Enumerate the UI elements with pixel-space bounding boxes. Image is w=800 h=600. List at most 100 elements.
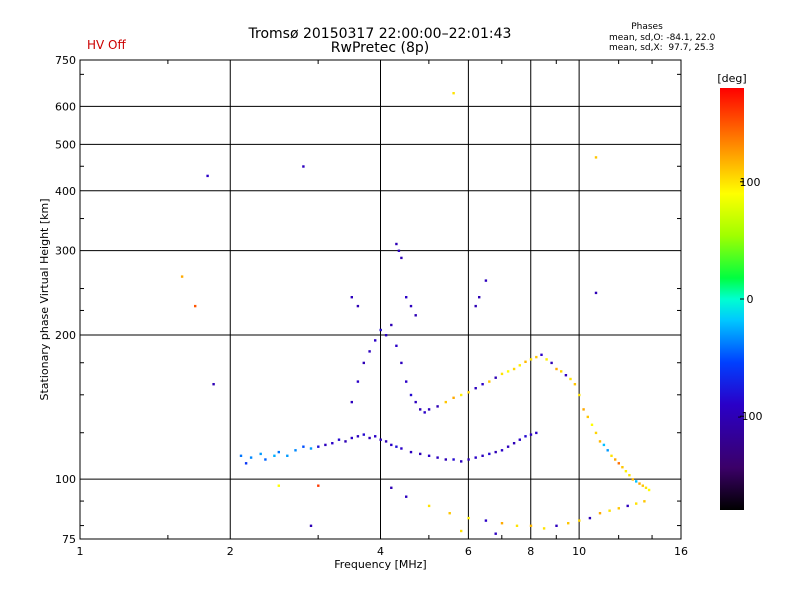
data-point [344, 440, 347, 443]
data-point [395, 445, 398, 448]
data-point [444, 400, 447, 404]
data-point [564, 374, 568, 377]
data-point [414, 400, 417, 404]
data-point [500, 522, 504, 525]
data-point [423, 411, 426, 414]
data-point [488, 380, 491, 383]
plot-title: Tromsø 20150317 22:00:00–22:01:43 [248, 26, 512, 42]
data-point [286, 454, 289, 457]
data-point [419, 452, 422, 456]
data-point [535, 431, 538, 435]
data-point [598, 512, 602, 515]
x-tick-label: 1 [77, 545, 84, 558]
y-tick-label: 75 [62, 533, 76, 546]
colorbar: [deg] 100 0 -100 [717, 72, 762, 510]
data-point [239, 454, 243, 457]
data-point [578, 519, 581, 522]
hv-status-label: HV Off [87, 38, 126, 52]
data-point [484, 279, 488, 282]
data-point [405, 380, 408, 383]
data-points [180, 92, 651, 535]
data-point [436, 405, 439, 408]
data-point [569, 377, 572, 381]
data-point [474, 387, 477, 390]
data-point [512, 367, 516, 371]
data-point [535, 355, 538, 359]
data-point [194, 304, 197, 308]
data-point [264, 458, 267, 461]
data-point [249, 456, 253, 459]
data-point [368, 350, 371, 353]
data-point [555, 524, 558, 527]
plot-frame [79, 59, 682, 540]
data-point [452, 92, 455, 95]
data-point [506, 370, 510, 373]
data-point [436, 456, 439, 459]
data-point [419, 408, 422, 411]
data-point [409, 450, 413, 454]
x-tick-label: 8 [527, 545, 534, 558]
data-point [414, 314, 417, 317]
data-point [460, 529, 463, 533]
data-point [602, 443, 606, 447]
phase-stats-title: Phases [631, 22, 663, 32]
data-point [277, 450, 280, 454]
data-point [621, 466, 624, 469]
data-point [302, 165, 305, 168]
data-point [350, 436, 353, 440]
data-point [405, 495, 408, 498]
data-point [578, 393, 581, 397]
data-point [635, 480, 638, 483]
data-point [500, 372, 504, 376]
data-point [368, 436, 371, 440]
x-tick-label: 10 [572, 545, 586, 558]
data-point [608, 509, 611, 512]
data-point [610, 454, 613, 457]
data-point [390, 323, 393, 327]
data-point [379, 438, 382, 441]
data-point [529, 524, 533, 527]
plot-subtitle: RwPretec (8p) [330, 40, 430, 56]
data-point [444, 458, 447, 461]
y-tick-label: 500 [55, 138, 76, 151]
y-tick-label: 100 [55, 473, 76, 486]
data-point [356, 304, 360, 308]
data-point [374, 435, 377, 438]
data-point [259, 452, 262, 456]
data-point [302, 445, 305, 448]
data-point [617, 462, 620, 465]
y-tick-label: 600 [55, 100, 76, 113]
y-tick-label: 750 [55, 54, 76, 67]
data-point [397, 249, 401, 252]
data-point [590, 423, 594, 426]
data-point [409, 304, 413, 308]
data-point [474, 456, 477, 459]
data-point [560, 370, 563, 373]
data-point [550, 361, 553, 365]
data-point [395, 344, 398, 347]
data-point [529, 433, 533, 436]
data-point [467, 391, 470, 394]
data-point [474, 304, 477, 308]
data-point [460, 393, 463, 397]
data-point [362, 361, 365, 365]
data-point [515, 524, 519, 527]
data-point [594, 291, 598, 295]
data-point [647, 488, 651, 492]
data-point [400, 256, 403, 260]
data-point [644, 486, 648, 489]
data-point [309, 524, 313, 527]
data-point [452, 458, 455, 461]
data-point [518, 364, 521, 367]
data-point [427, 454, 431, 457]
data-point [524, 435, 527, 438]
x-tick-label: 4 [377, 545, 384, 558]
y-axis-label: Stationary phase Virtual Height [km] [38, 198, 51, 400]
colorbar-title: [deg] [717, 72, 746, 85]
data-point [467, 458, 470, 461]
data-point [594, 156, 598, 159]
data-point [427, 408, 431, 411]
data-point [641, 484, 644, 487]
data-point [384, 440, 388, 443]
data-point [384, 334, 388, 337]
